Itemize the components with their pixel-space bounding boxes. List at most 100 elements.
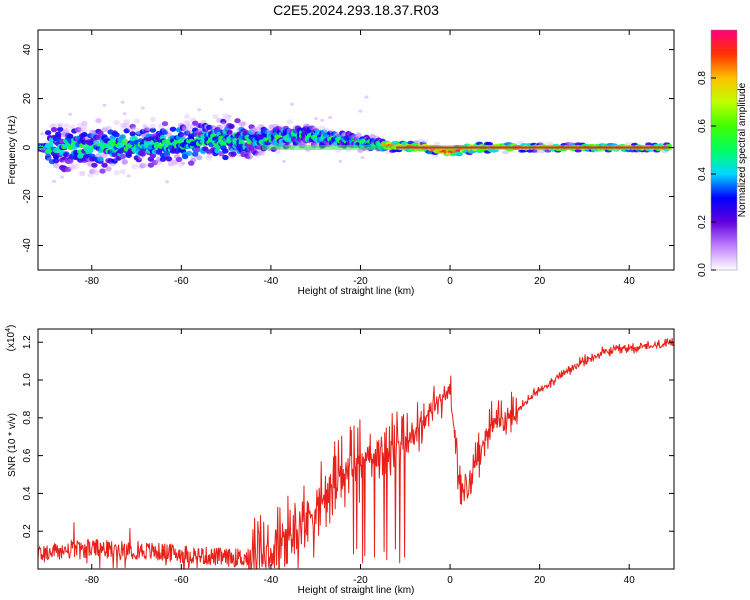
heatmap-cell <box>274 149 281 155</box>
x-tick-label: 40 <box>624 575 636 586</box>
heatmap-cell <box>248 124 255 130</box>
heatmap-cell <box>89 168 96 174</box>
heatmap-cell <box>50 127 58 133</box>
heatmap-cell <box>254 152 261 158</box>
heatmap-cell <box>486 142 493 146</box>
heatmap-cell <box>81 120 88 126</box>
heatmap-cell <box>142 124 147 128</box>
heatmap-cell <box>328 116 333 120</box>
heatmap-cell <box>119 122 126 128</box>
heatmap-cell <box>141 162 148 169</box>
heatmap-cell <box>159 134 167 140</box>
x-tick-label: 20 <box>534 575 546 586</box>
heatmap-cell <box>222 148 229 154</box>
heatmap-cell <box>564 142 572 146</box>
heatmap-cell <box>123 128 130 134</box>
x-tick-label: -80 <box>85 575 100 586</box>
snr-x-label: Height of straight line (km) <box>298 585 415 596</box>
heatmap-cell <box>101 127 108 133</box>
heatmap-cell <box>40 132 44 136</box>
heatmap-cell <box>119 134 126 140</box>
heatmap-cell <box>181 125 189 131</box>
heatmap-cell <box>113 170 120 176</box>
heatmap-x-ticks: -80 -60 -40 -20 0 20 40 <box>85 30 635 287</box>
heatmap-cell <box>67 133 74 139</box>
heatmap-cell <box>216 124 223 130</box>
x-tick-label: -20 <box>353 575 368 586</box>
heatmap-cell <box>183 113 191 120</box>
x-tick-label: 0 <box>447 276 453 287</box>
x-tick-label: -40 <box>264 276 279 287</box>
heatmap-cell <box>413 140 421 144</box>
figure-title: C2E5.2024.293.18.37.R03 <box>273 2 439 18</box>
heatmap-cell <box>91 162 98 168</box>
snr-frame <box>37 328 675 570</box>
x-tick-label: -80 <box>85 276 100 287</box>
heatmap-cell <box>119 169 126 175</box>
heatmap-cell <box>149 116 157 122</box>
heatmap-cell <box>135 157 142 163</box>
snr-y-label: SNR (10 * v/v) <box>7 413 18 477</box>
heatmap-cell <box>171 160 179 166</box>
heatmap-cell <box>121 160 128 166</box>
heatmap-cell <box>97 156 104 162</box>
heatmap-cell <box>122 112 127 116</box>
heatmap-cell <box>81 128 88 134</box>
heatmap-cell <box>79 170 86 177</box>
heatmap-cell <box>140 106 145 110</box>
heatmap-cell <box>197 108 202 112</box>
heatmap-cells <box>38 95 673 184</box>
heatmap-cell <box>69 163 76 169</box>
heatmap-cell <box>320 118 325 122</box>
heatmap-cell <box>81 123 88 129</box>
heatmap-cell <box>532 149 540 154</box>
heatmap-cell <box>181 154 189 160</box>
heatmap-cell <box>281 159 286 163</box>
heatmap-cell <box>222 113 229 119</box>
heatmap-cell <box>121 159 128 165</box>
heatmap-cell <box>151 160 159 166</box>
heatmap-cell <box>67 158 74 164</box>
heatmap-cell <box>102 103 107 107</box>
heatmap-cell <box>179 124 187 130</box>
heatmap-cell <box>248 129 255 135</box>
x-tick-label: 0 <box>447 575 453 586</box>
heatmap-cell <box>167 161 175 167</box>
heatmap-cell <box>137 163 144 170</box>
heatmap-cell <box>186 150 193 156</box>
heatmap-cell <box>238 121 245 127</box>
heatmap-cell <box>58 124 63 127</box>
heatmap-cell <box>254 127 261 133</box>
x-tick-label: -40 <box>264 575 279 586</box>
y-tick-label: 0.6 <box>22 448 33 462</box>
y-tick-label: 0 <box>22 144 33 150</box>
heatmap-cell <box>192 151 199 157</box>
heatmap-cell <box>139 163 146 169</box>
heatmap-cell <box>360 156 365 159</box>
heatmap-cell <box>221 121 226 125</box>
heatmap-cell <box>62 123 70 129</box>
heatmap-cell <box>119 153 126 160</box>
heatmap-cell <box>183 120 191 126</box>
heatmap-cell <box>44 130 52 136</box>
heatmap-cell <box>121 159 128 165</box>
colorbar-gradient <box>711 30 737 270</box>
heatmap-cell <box>161 121 169 127</box>
heatmap-cell <box>219 97 224 101</box>
heatmap-cell <box>250 127 257 133</box>
heatmap-cell <box>323 127 330 133</box>
snr-y-multiplier: (x104) <box>5 325 17 352</box>
heatmap-cell <box>206 124 213 130</box>
heatmap-cell <box>230 151 237 157</box>
y-tick-label: 1.0 <box>22 373 33 387</box>
heatmap-cell <box>149 123 157 129</box>
heatmap-cell <box>240 121 247 127</box>
heatmap-frame <box>37 29 675 271</box>
heatmap-cell <box>126 174 131 178</box>
heatmap-cell <box>149 153 157 159</box>
heatmap-cell <box>339 130 346 136</box>
heatmap-cell <box>188 160 195 166</box>
heatmap-cell <box>355 132 362 138</box>
heatmap-cell <box>186 129 193 135</box>
